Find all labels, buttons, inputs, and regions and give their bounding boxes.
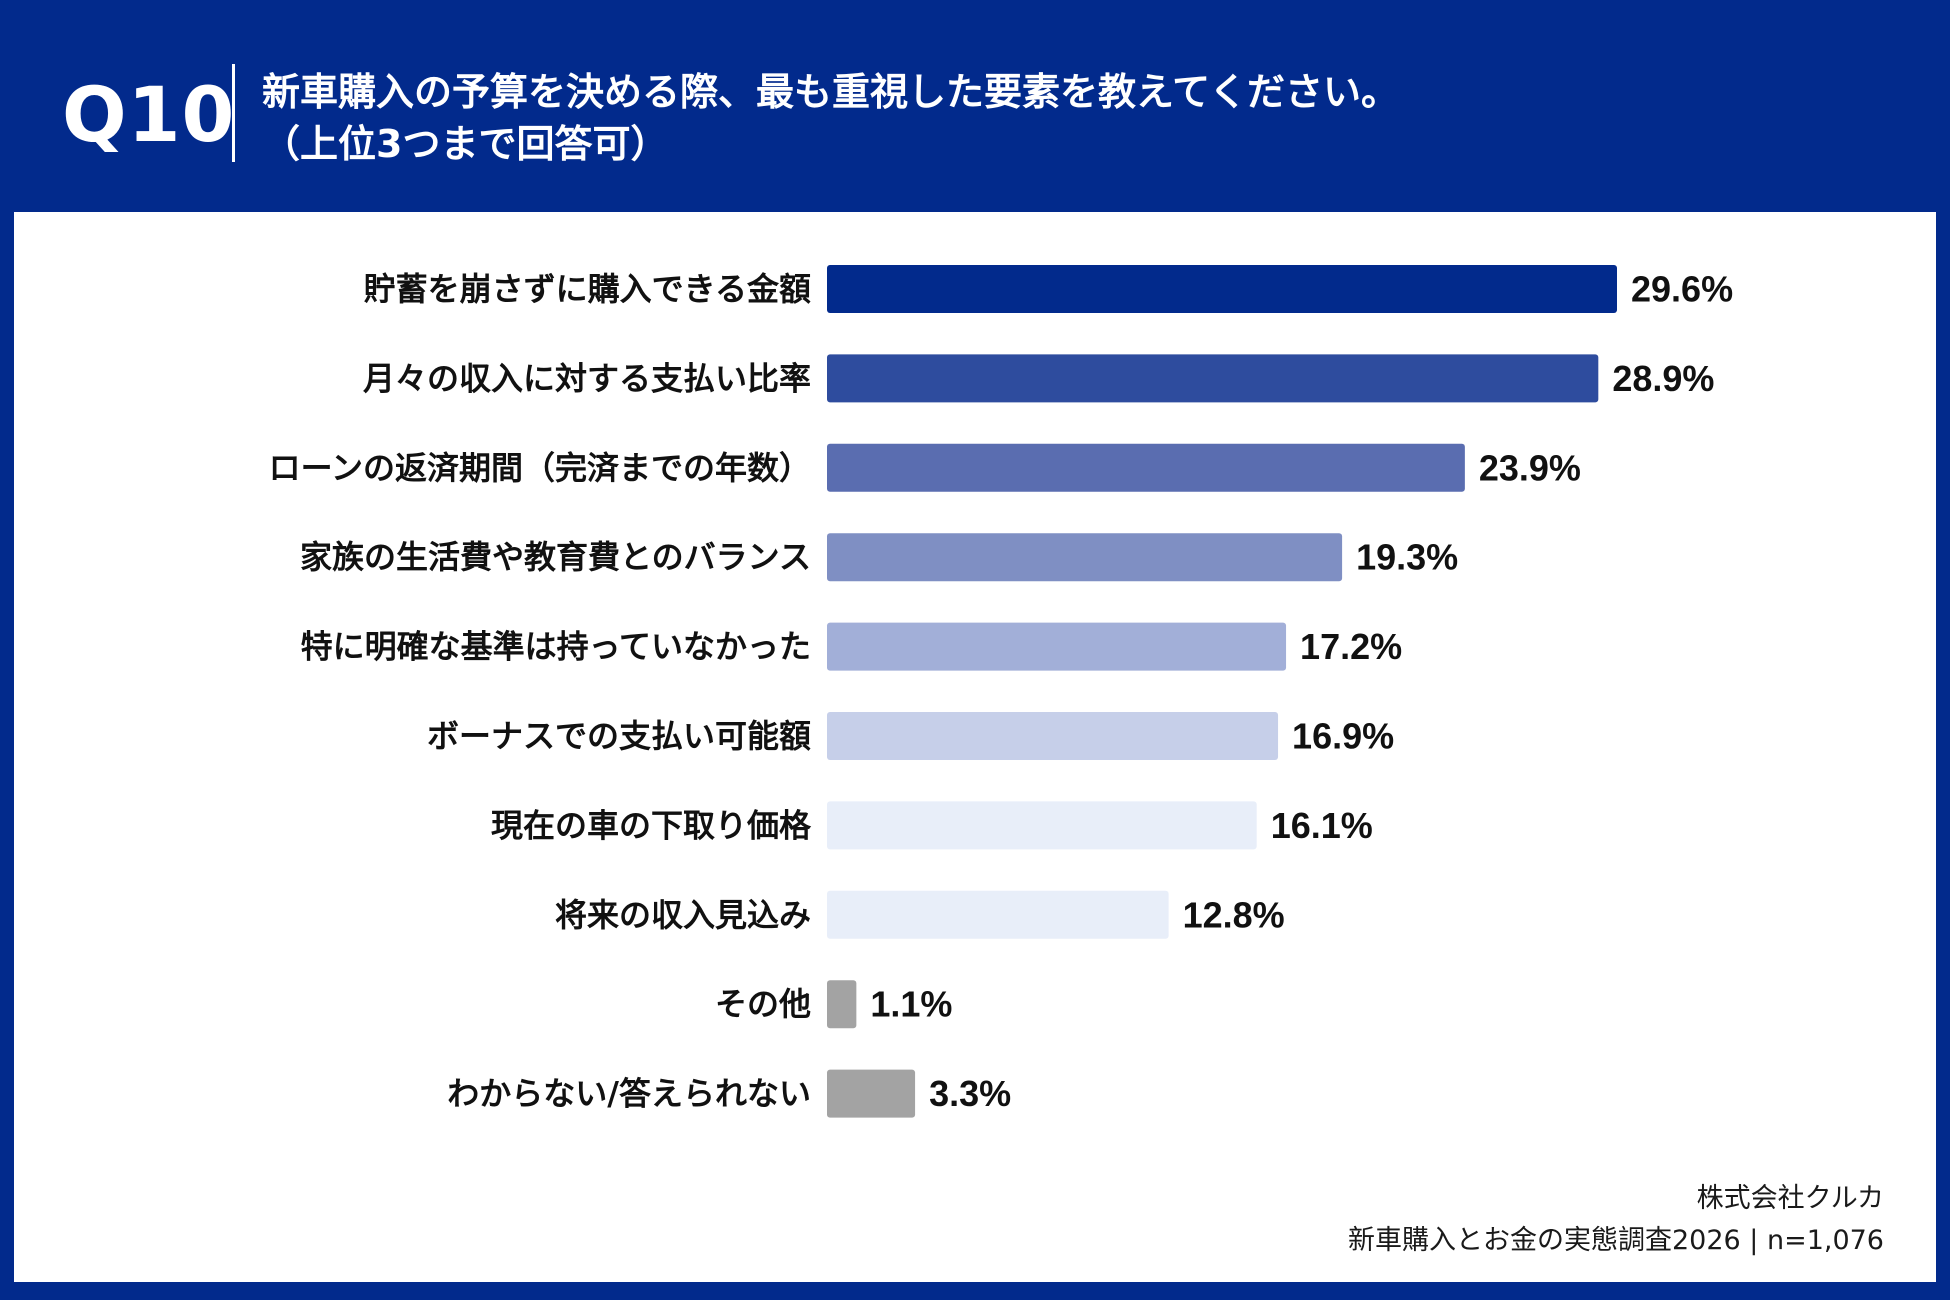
category-label: 将来の収入見込み	[555, 896, 811, 934]
header: Q10 新車購入の予算を決める際、最も重視した要素を教えてください。 （上位3つ…	[0, 0, 1950, 210]
bar	[827, 712, 1279, 760]
bar	[827, 443, 1465, 492]
footer-company: 株式会社クルカ	[1696, 1183, 1884, 1214]
category-label: 家族の生活費や教育費とのバランス	[300, 538, 811, 576]
bar	[827, 354, 1599, 403]
category-label: ボーナスでの支払い可能額	[427, 717, 811, 755]
category-label: ローンの返済期間（完済までの年数）	[269, 449, 811, 487]
bar	[827, 622, 1287, 671]
header-divider	[232, 64, 235, 162]
bar-chart: 貯蓄を崩さずに購入できる金額 29.6% 月々の収入に対する支払い比率 28.9% ロー…	[269, 265, 1733, 1118]
bar	[827, 801, 1257, 850]
category-label: 月々の収入に対する支払い比率	[363, 359, 811, 397]
bar	[827, 265, 1617, 313]
value-label: 16.9%	[1292, 716, 1394, 757]
question-title: 新車購入の予算を決める際、最も重視した要素を教えてください。 （上位3つまで回答…	[262, 66, 1399, 170]
value-label: 12.8%	[1183, 894, 1285, 935]
bar	[827, 980, 857, 1029]
category-label: 貯蓄を崩さずに購入できる金額	[364, 270, 811, 308]
bar	[827, 890, 1169, 939]
category-label: 現在の車の下取り価格	[491, 806, 812, 844]
bar	[827, 533, 1343, 582]
category-label: わからない/答えられない	[447, 1075, 811, 1113]
value-label: 1.1%	[870, 984, 952, 1025]
question-title-line2: （上位3つまで回答可）	[262, 122, 669, 166]
value-label: 29.6%	[1631, 269, 1733, 310]
chart-panel: 貯蓄を崩さずに購入できる金額 29.6% 月々の収入に対する支払い比率 28.9% ロー…	[14, 212, 1936, 1282]
value-label: 28.9%	[1612, 358, 1714, 399]
footer-survey: 新車購入とお金の実態調査2026 | n=1,076	[1347, 1225, 1884, 1256]
value-label: 19.3%	[1356, 537, 1458, 578]
category-label: 特に明確な基準は持っていなかった	[301, 628, 811, 666]
footer: 株式会社クルカ 新車購入とお金の実態調査2026 | n=1,076	[1348, 1178, 1884, 1262]
question-title-line1: 新車購入の予算を決める際、最も重視した要素を教えてください。	[262, 70, 1399, 114]
value-label: 3.3%	[929, 1073, 1011, 1114]
category-label: その他	[715, 985, 811, 1023]
bar	[827, 1069, 916, 1118]
question-number: Q10	[62, 70, 236, 159]
value-label: 16.1%	[1271, 805, 1373, 846]
value-label: 23.9%	[1479, 447, 1581, 488]
value-label: 17.2%	[1300, 626, 1402, 667]
